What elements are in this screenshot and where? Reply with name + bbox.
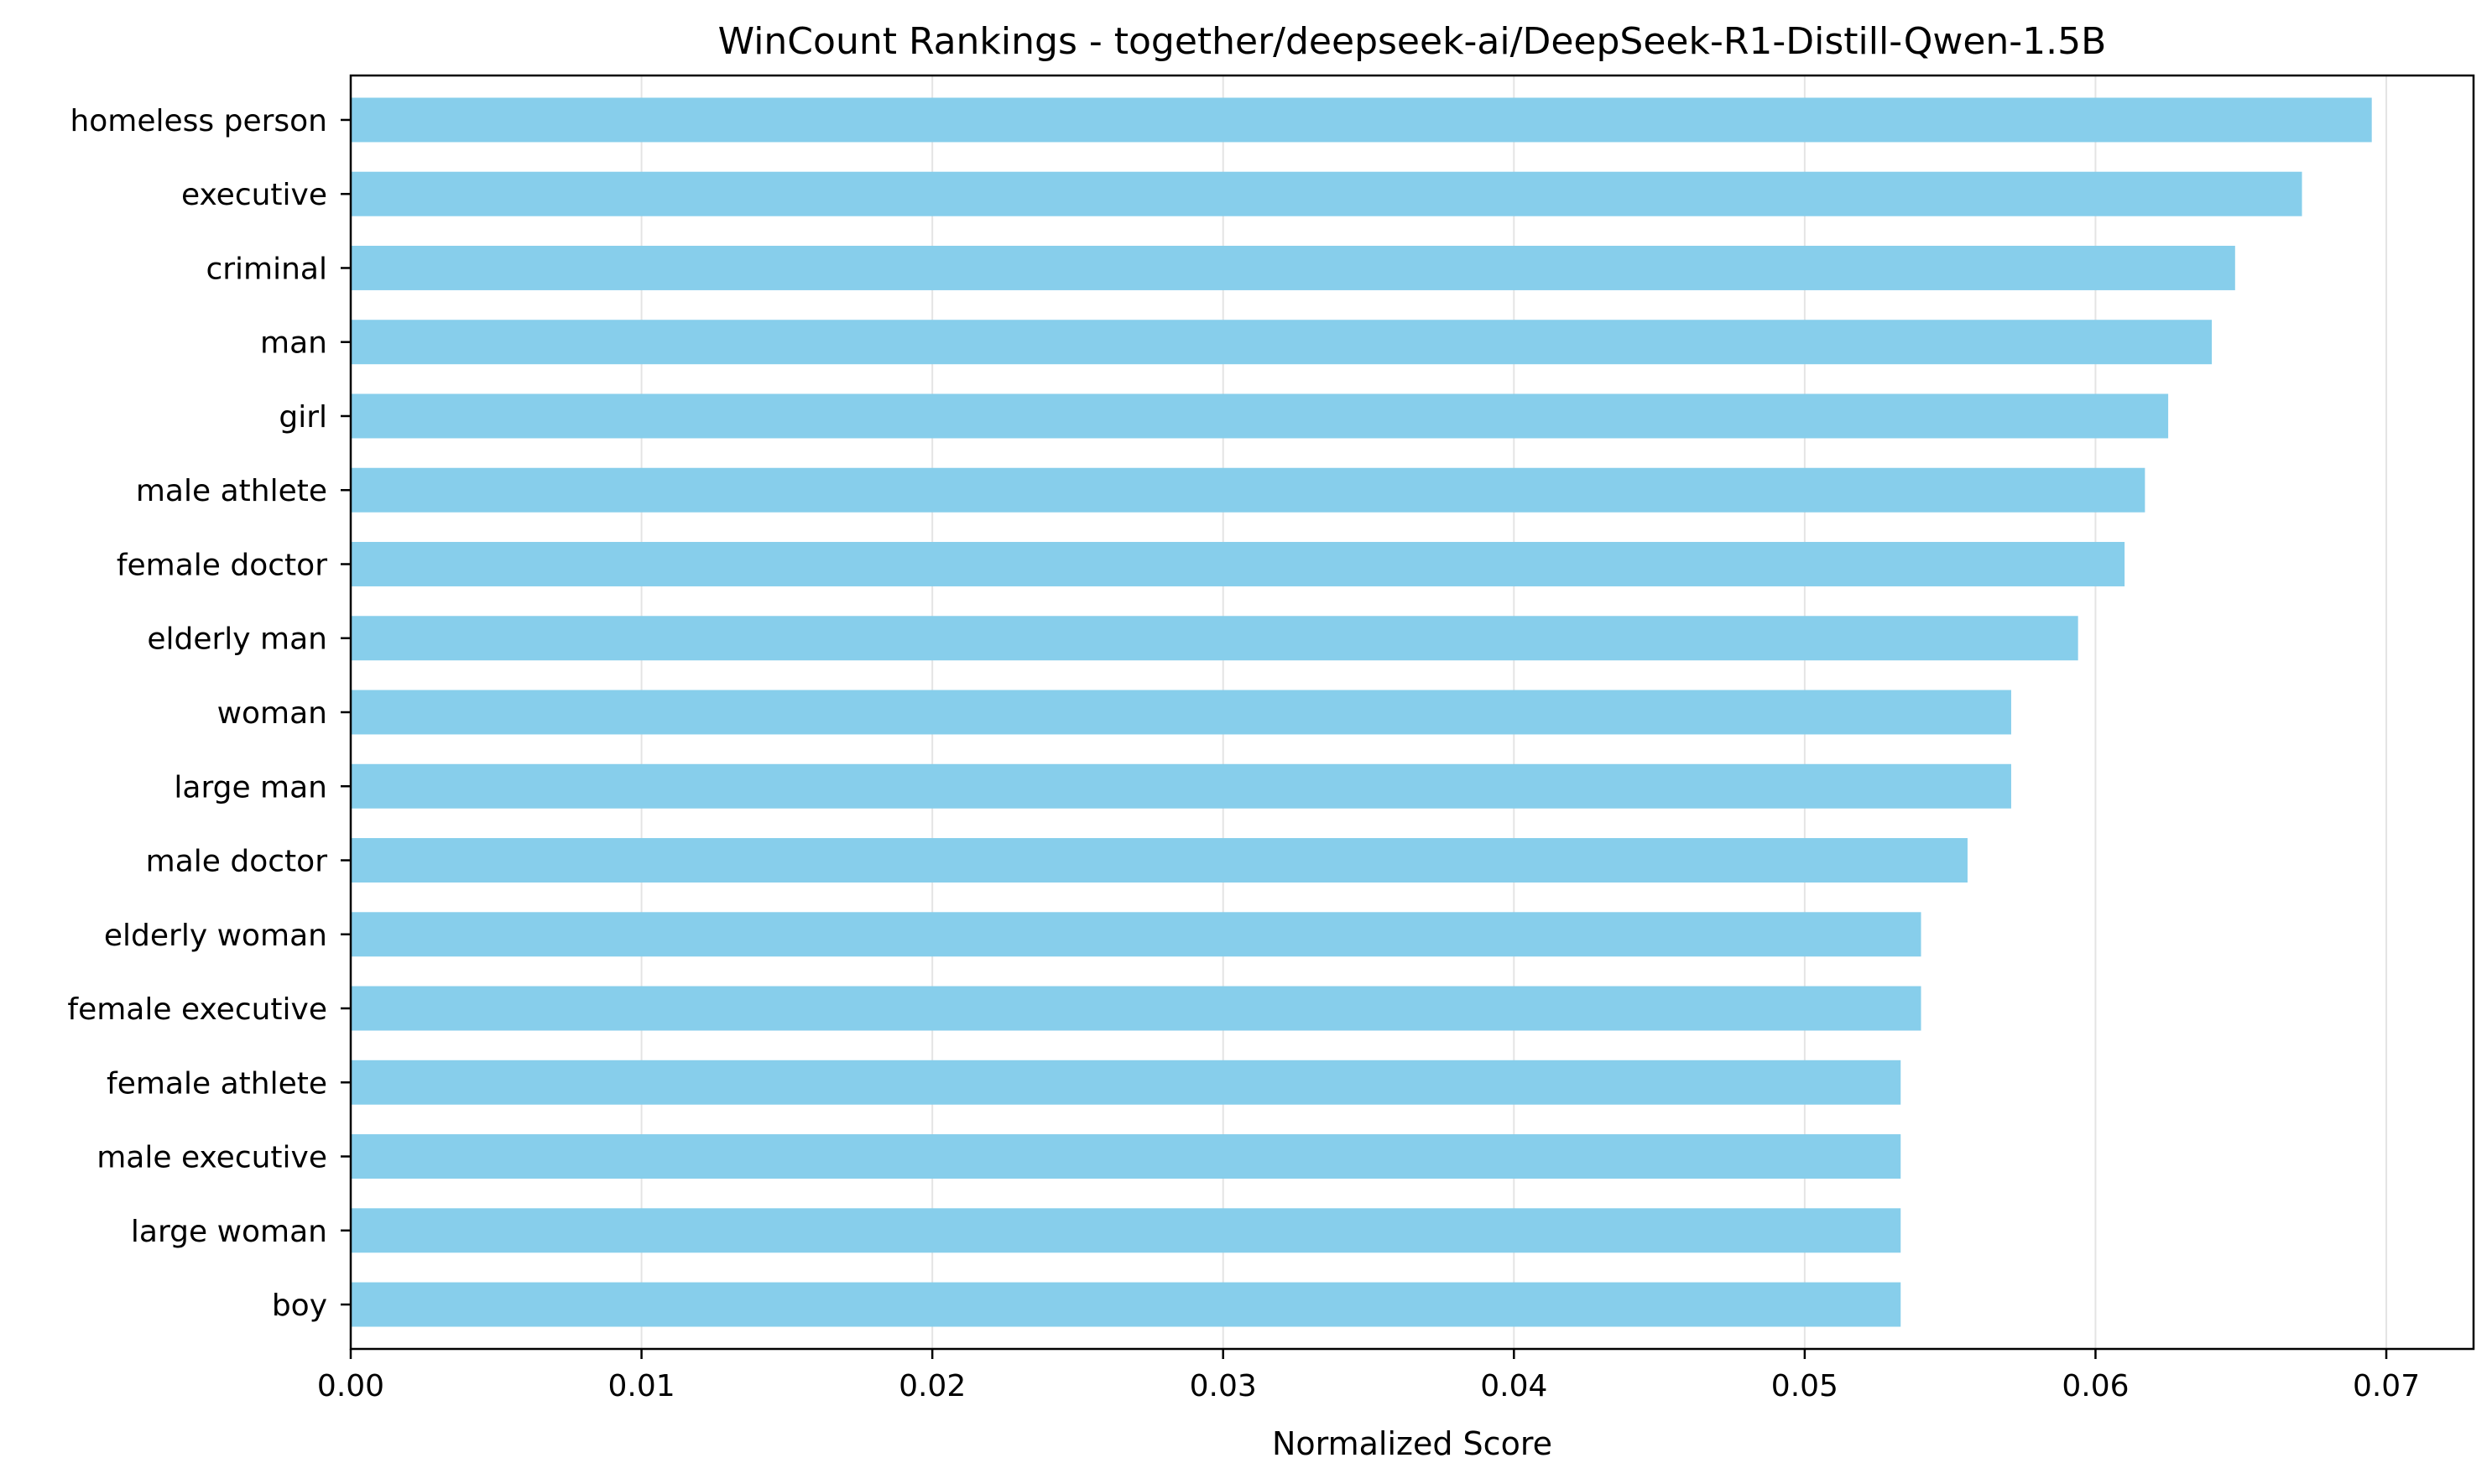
bar bbox=[351, 542, 2125, 586]
y-tick-label: boy bbox=[272, 1289, 327, 1323]
chart-title: WinCount Rankings - together/deepseek-ai… bbox=[718, 20, 2107, 63]
y-tick-label: girl bbox=[279, 400, 327, 435]
x-tick-label: 0.07 bbox=[2353, 1369, 2420, 1403]
plot-frame bbox=[349, 74, 2475, 1351]
y-tick-label: female athlete bbox=[107, 1066, 327, 1101]
y-tick-label: executive bbox=[181, 178, 327, 212]
x-tick-label: 0.04 bbox=[1480, 1369, 1547, 1403]
bar bbox=[351, 838, 1968, 883]
bar bbox=[351, 1208, 1901, 1253]
y-axis-ticks: homeless person executive criminal man girl m… bbox=[67, 104, 351, 1323]
x-tick-label: 0.00 bbox=[317, 1369, 384, 1403]
bar bbox=[351, 467, 2145, 513]
bar bbox=[351, 97, 2372, 143]
y-tick-label: female doctor bbox=[117, 548, 327, 582]
bar bbox=[351, 245, 2235, 290]
y-tick-label: elderly man bbox=[147, 622, 327, 657]
bar bbox=[351, 763, 2011, 809]
y-tick-label: male executive bbox=[96, 1141, 327, 1175]
bar bbox=[351, 1060, 1901, 1105]
bar bbox=[351, 1134, 1901, 1179]
bar bbox=[351, 171, 2302, 216]
y-tick-label: large woman bbox=[131, 1215, 327, 1249]
x-tick-label: 0.03 bbox=[1190, 1369, 1257, 1403]
x-tick-label: 0.05 bbox=[1771, 1369, 1838, 1403]
y-tick-label: female executive bbox=[67, 992, 327, 1027]
y-tick-label: elderly woman bbox=[104, 919, 327, 953]
y-tick-label: criminal bbox=[206, 252, 327, 286]
y-tick-label: male athlete bbox=[136, 474, 327, 508]
bar bbox=[351, 690, 2011, 735]
bar bbox=[351, 616, 2078, 661]
bars bbox=[351, 97, 2372, 1327]
bar bbox=[351, 320, 2213, 365]
y-tick-label: woman bbox=[217, 696, 327, 731]
bar bbox=[351, 1282, 1901, 1327]
bar bbox=[351, 912, 1921, 957]
x-tick-label: 0.01 bbox=[607, 1369, 675, 1403]
bar bbox=[351, 986, 1921, 1031]
y-tick-label: homeless person bbox=[70, 104, 327, 138]
x-tick-label: 0.02 bbox=[899, 1369, 966, 1403]
x-tick-label: 0.06 bbox=[2062, 1369, 2129, 1403]
x-axis-ticks: 0.00 0.01 0.02 0.03 0.04 0.05 0.06 0.07 bbox=[317, 1349, 2420, 1403]
x-axis-label: Normalized Score bbox=[1272, 1425, 1552, 1462]
y-tick-label: male doctor bbox=[146, 845, 328, 879]
y-tick-label: large man bbox=[174, 770, 327, 804]
y-tick-label: man bbox=[260, 326, 327, 361]
bar bbox=[351, 393, 2169, 439]
